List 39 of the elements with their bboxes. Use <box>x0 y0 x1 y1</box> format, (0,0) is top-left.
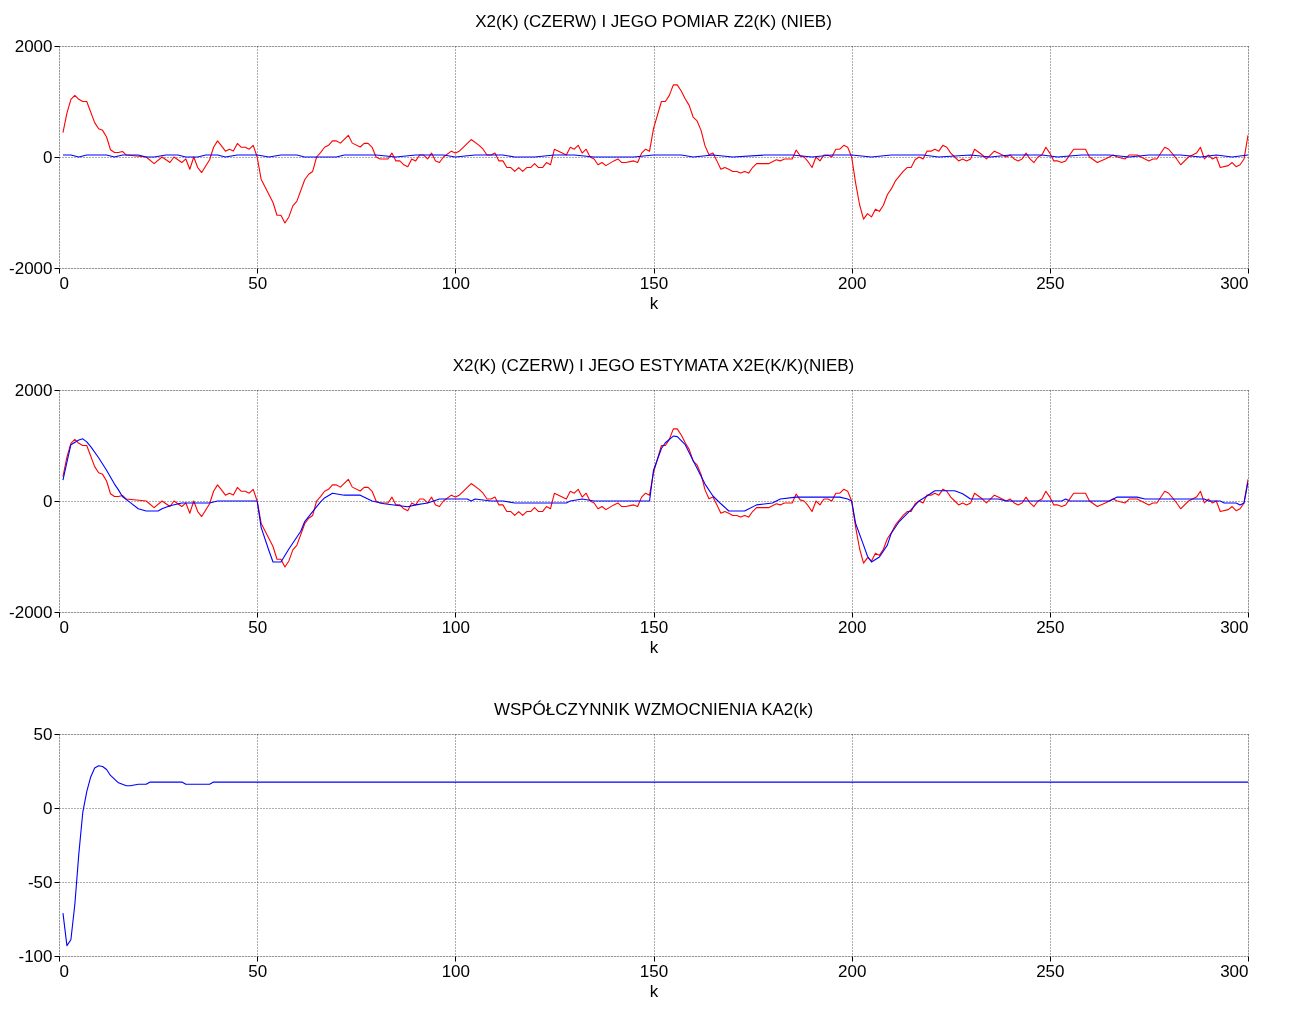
x-tick-label: 100 <box>441 961 471 981</box>
x-tick-label: 300 <box>1220 961 1249 981</box>
x-axis-title: k <box>649 981 659 1001</box>
x-tick-label: 150 <box>639 617 669 637</box>
y-tick-label: -2000 <box>9 258 53 278</box>
x-tick-label: 50 <box>248 617 268 637</box>
x-tick-label: 0 <box>59 273 69 293</box>
x-tick-label: 150 <box>639 273 669 293</box>
x-tick-label: 250 <box>1036 617 1065 637</box>
y-tick-label: 2000 <box>14 380 53 400</box>
x-tick-label: 100 <box>441 273 471 293</box>
y-tick-label: 0 <box>43 491 53 511</box>
x-tick-label: 0 <box>59 617 69 637</box>
y-tick-label: -2000 <box>9 602 53 622</box>
x-tick-label: 300 <box>1220 273 1249 293</box>
x-tick-label: 250 <box>1036 961 1065 981</box>
x-tick-label: 0 <box>59 961 69 981</box>
x-tick-label: 200 <box>837 273 867 293</box>
y-tick-label: -50 <box>27 872 53 892</box>
y-tick-label: 0 <box>43 798 53 818</box>
chart-title: X2(K) (CZERW) I JEGO POMIAR Z2(K) (NIEB) <box>475 12 832 31</box>
x-tick-label: 50 <box>248 961 268 981</box>
x-tick-label: 300 <box>1220 617 1249 637</box>
x-axis-title: k <box>649 293 659 313</box>
y-tick-label: 2000 <box>14 36 53 56</box>
chart-title: X2(K) (CZERW) I JEGO ESTYMATA X2E(K/K)(NIEB) <box>452 356 855 375</box>
y-tick-label: 0 <box>43 147 53 167</box>
x-tick-label: 250 <box>1036 273 1065 293</box>
line-series <box>62 765 1248 947</box>
x-tick-label: 100 <box>441 617 471 637</box>
chart-title: WSPÓŁCZYNNIK WZMOCNIENIA KA2(k) <box>493 700 814 719</box>
x-tick-label: 50 <box>248 273 268 293</box>
y-tick-label: 50 <box>33 724 53 744</box>
x-axis-title: k <box>649 637 659 657</box>
y-tick-label: -100 <box>18 946 53 966</box>
line-series <box>62 84 1248 224</box>
x-tick-label: 200 <box>837 617 867 637</box>
x-tick-label: 200 <box>837 961 867 981</box>
x-tick-label: 150 <box>639 961 669 981</box>
